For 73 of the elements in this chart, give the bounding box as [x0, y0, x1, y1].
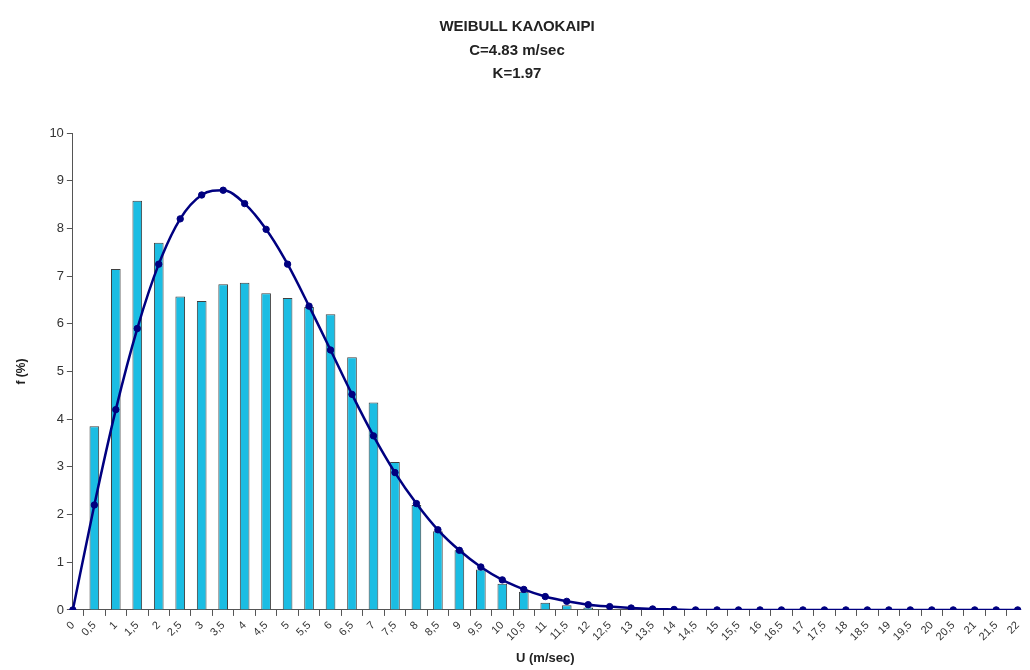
x-tick-label: 19 [875, 618, 893, 636]
x-tick-label: 8,5 [422, 618, 442, 638]
y-tick-label: 3 [56, 458, 64, 474]
x-tick-label: 10 [488, 618, 506, 636]
x-tick-label: 2 [149, 618, 163, 632]
chart-title: WEIBULL ΚΑΛΟΚΑΙΡΙ [439, 17, 595, 35]
point [455, 546, 464, 555]
x-tick-label: 12 [574, 618, 592, 636]
point [520, 585, 528, 594]
point [541, 592, 549, 601]
x-tick-label: 13 [617, 618, 635, 636]
y-tick-label: 0 [56, 601, 64, 617]
x-tick-label: 3,5 [207, 618, 227, 638]
point [348, 390, 356, 399]
y-tick-label: 10 [49, 124, 64, 140]
point [305, 302, 313, 310]
point [627, 604, 635, 610]
x-tick-label: 9,5 [465, 618, 485, 638]
point [133, 324, 141, 333]
point [412, 499, 421, 508]
x-tick-label: 1 [106, 618, 120, 632]
x-tick-label: 1,5 [121, 618, 141, 638]
x-tick-label: 20 [918, 618, 936, 636]
point [112, 405, 120, 414]
point [240, 199, 249, 208]
point [283, 260, 292, 268]
x-tick-label: 3 [192, 618, 206, 632]
y-tick-label: 2 [56, 506, 64, 522]
point [155, 260, 163, 268]
x-tick-label: 0,5 [78, 618, 98, 638]
y-tick-label: 4 [56, 410, 64, 426]
x-tick-label: 21 [961, 618, 979, 636]
x-axis-title: U (m/sec) [516, 649, 575, 665]
point [477, 563, 485, 571]
x-tick-label: 4,5 [250, 618, 270, 638]
point [563, 597, 571, 606]
y-tick-label: 9 [56, 172, 64, 188]
x-tick-label: 11 [532, 618, 549, 636]
point [198, 191, 206, 199]
x-tick-label: 5 [278, 618, 292, 632]
point [584, 600, 592, 609]
x-tick-label: 15 [703, 618, 721, 636]
y-tick-label: 5 [56, 363, 64, 379]
x-tick-label: 6,5 [336, 618, 356, 638]
point [434, 526, 442, 534]
point [605, 602, 614, 610]
x-tick-label: 4 [235, 618, 249, 632]
x-tick-label: 14 [660, 618, 678, 636]
x-tick-label: 8 [407, 618, 420, 632]
x-tick-label: 17 [789, 618, 807, 636]
point [219, 186, 227, 194]
point [176, 215, 184, 223]
y-axis-title: f (%) [13, 358, 28, 385]
y-tick-label: 8 [56, 219, 64, 235]
x-tick-label: 5,5 [293, 618, 313, 638]
chart-subtitle: C=4.83 m/sec K=1.97 [469, 41, 565, 81]
x-tick-label: 7,5 [379, 618, 399, 638]
x-tick-label: 22 [1004, 618, 1022, 636]
point [90, 501, 99, 509]
y-tick-label: 1 [56, 553, 64, 569]
y-tick-label: 6 [56, 315, 64, 331]
x-tick-label: 16 [746, 618, 764, 636]
x-tick-label: 2,5 [164, 618, 184, 638]
y-tick-label: 7 [56, 267, 64, 283]
x-tick-label: 18 [832, 618, 850, 636]
point [369, 432, 378, 440]
point [391, 468, 399, 477]
point [326, 346, 335, 354]
x-tick-label: 7 [364, 618, 378, 632]
point [262, 225, 270, 234]
x-tick-label: 6 [321, 618, 335, 632]
x-tick-label: 9 [450, 618, 463, 632]
point [498, 576, 507, 584]
